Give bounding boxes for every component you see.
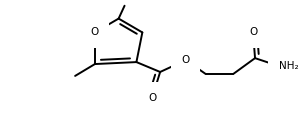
- Text: O: O: [249, 27, 257, 37]
- Text: O: O: [91, 27, 99, 37]
- Text: O: O: [182, 55, 190, 65]
- Text: NH₂: NH₂: [279, 61, 298, 71]
- Text: O: O: [148, 93, 156, 103]
